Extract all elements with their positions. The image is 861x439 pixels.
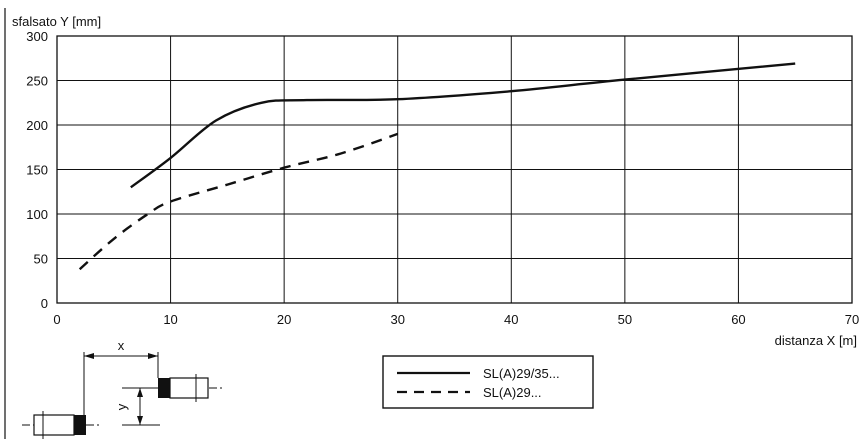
tick-labels: 0 10 20 30 40 50 60 70 0 50 100 150 200 250 300 — [26, 29, 859, 327]
legend-entry-dashed: SL(A)29... — [483, 385, 542, 400]
y-dim-arrow-bottom — [137, 416, 143, 425]
x-tick-label-70: 70 — [845, 312, 859, 327]
y-tick-label-100: 100 — [26, 207, 48, 222]
y-dim-arrow-top — [137, 388, 143, 397]
legend: SL(A)29/35... SL(A)29... — [382, 355, 594, 409]
y-tick-label-50: 50 — [34, 252, 48, 267]
x-tick-label-60: 60 — [731, 312, 745, 327]
offset-diagram: x y — [22, 338, 222, 439]
x-tick-label-50: 50 — [618, 312, 632, 327]
legend-box — [382, 355, 594, 409]
x-tick-label-40: 40 — [504, 312, 518, 327]
y-tick-label-300: 300 — [26, 29, 48, 44]
lower-sensor-lens — [74, 415, 86, 435]
y-tick-label-250: 250 — [26, 74, 48, 89]
y-tick-label-150: 150 — [26, 163, 48, 178]
y-dim-label: y — [114, 403, 129, 410]
x-dim-label: x — [118, 338, 125, 353]
series-line-solid — [130, 62, 796, 189]
x-dim-arrow-left — [84, 353, 94, 359]
x-tick-label-30: 30 — [390, 312, 404, 327]
x-tick-label-20: 20 — [277, 312, 291, 327]
upper-sensor-body — [169, 377, 209, 399]
plot-frame — [56, 35, 853, 304]
lower-sensor-body — [33, 414, 75, 436]
y-tick-label-200: 200 — [26, 118, 48, 133]
x-dim-arrow-right — [148, 353, 158, 359]
y-axis-label: sfalsato Y [mm] — [12, 14, 101, 29]
x-tick-label-0: 0 — [53, 312, 60, 327]
series-lines — [78, 62, 796, 271]
upper-sensor-lens — [158, 378, 170, 398]
legend-entry-solid: SL(A)29/35... — [483, 366, 560, 381]
x-tick-label-10: 10 — [163, 312, 177, 327]
y-tick-label-0: 0 — [41, 296, 48, 311]
series-line-dashed — [78, 132, 399, 271]
grid — [56, 35, 853, 304]
x-axis-label: distanza X [m] — [775, 333, 857, 348]
